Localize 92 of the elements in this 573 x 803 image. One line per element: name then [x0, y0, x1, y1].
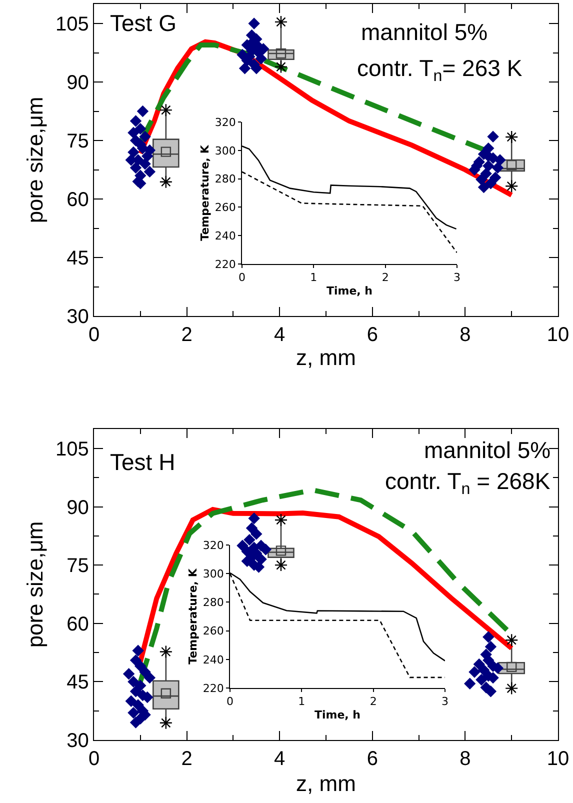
point — [494, 154, 506, 166]
point — [134, 660, 146, 672]
x-axis-title: z, mm — [296, 771, 356, 796]
x-tick-label: 2 — [370, 695, 377, 708]
y-tick-label: 320 — [202, 538, 224, 552]
point — [139, 158, 151, 170]
annotation: Test H — [110, 449, 176, 475]
annotation: mannitol 5% — [361, 19, 488, 45]
x-tick-label: 1 — [310, 271, 318, 284]
point — [255, 553, 267, 566]
y-tick-label: 90 — [66, 72, 89, 94]
annotation: contr. T$_{n}$= 263 K — [357, 55, 523, 85]
x-tick-label: 1 — [298, 695, 306, 708]
point — [484, 178, 497, 190]
y-tick-label: 30 — [66, 306, 89, 328]
point — [464, 678, 476, 690]
point — [130, 162, 142, 174]
point — [476, 674, 488, 686]
x-tick-label: 6 — [366, 324, 378, 346]
y-tick-label: 300 — [214, 144, 236, 158]
point — [260, 544, 272, 556]
point — [248, 512, 260, 524]
x-tick-label: 6 — [366, 748, 378, 770]
point — [144, 672, 156, 684]
x-tick-label: 10 — [546, 324, 570, 346]
y-tick-label: 300 — [202, 567, 224, 580]
point — [128, 676, 140, 688]
y-axis-title: pore size,μm — [22, 521, 48, 648]
point — [128, 706, 140, 719]
y-tick-label: 90 — [66, 496, 89, 519]
y-tick-label: 260 — [214, 201, 236, 214]
y-tick-label: 260 — [202, 624, 224, 638]
x-tick-label: 2 — [382, 271, 389, 284]
point — [130, 115, 142, 127]
y-axis-title: pore size,μm — [22, 96, 48, 224]
x-tick-label: 0 — [238, 271, 246, 284]
x-tick-label: 4 — [274, 748, 286, 770]
y-tick-label: 280 — [202, 596, 224, 610]
x-tick-label: 8 — [460, 748, 471, 770]
point — [128, 126, 140, 139]
x-tick-label: 3 — [454, 271, 460, 284]
point — [244, 534, 256, 546]
y-tick-label: 220 — [202, 682, 224, 695]
point — [125, 695, 137, 707]
point — [122, 668, 135, 680]
y-tick-label: 105 — [55, 438, 89, 460]
y-tick-label: 60 — [66, 189, 89, 211]
x-tick-label: 10 — [546, 748, 570, 770]
x-tick-label: 0 — [88, 748, 100, 770]
y-tick-label: 75 — [66, 555, 89, 578]
x-tick-label: 2 — [181, 324, 192, 346]
point — [478, 181, 490, 194]
point — [250, 528, 262, 540]
x-tick-label: 4 — [274, 324, 286, 346]
x-tick-label: 8 — [460, 324, 471, 346]
point — [139, 130, 151, 142]
x-tick-label: 3 — [442, 695, 448, 708]
point — [482, 631, 494, 643]
annotation: Test G — [110, 10, 176, 36]
y-tick-label: 240 — [214, 229, 236, 242]
y-tick-label: 60 — [66, 613, 89, 636]
y-axis-title: Temperature, K — [186, 568, 200, 664]
point — [130, 686, 142, 698]
y-tick-label: 45 — [66, 248, 89, 270]
y-axis-title: Temperature, K — [198, 144, 212, 241]
point — [484, 640, 497, 653]
y-tick-label: 320 — [214, 116, 236, 129]
y-tick-label: 45 — [66, 672, 89, 694]
x-tick-label: 0 — [226, 695, 234, 708]
x-axis-title: Time, h — [326, 284, 373, 298]
point — [128, 146, 140, 158]
point — [144, 166, 156, 178]
x-axis-title: z, mm — [296, 345, 356, 370]
y-tick-label: 280 — [214, 172, 236, 186]
y-tick-label: 75 — [66, 130, 89, 152]
x-tick-label: 2 — [181, 748, 192, 770]
point — [132, 644, 144, 656]
point — [136, 105, 149, 118]
x-axis-title: Time, h — [314, 708, 361, 722]
point — [487, 130, 499, 142]
point — [468, 666, 480, 678]
point — [492, 162, 504, 174]
point — [476, 174, 488, 186]
y-tick-label: 105 — [55, 14, 89, 36]
annotation: mannitol 5% — [424, 437, 551, 463]
x-tick-label: 0 — [88, 324, 100, 346]
y-tick-label: 220 — [214, 258, 236, 271]
annotation: contr. T$_{n}$ = 268K — [385, 468, 551, 498]
y-tick-label: 30 — [66, 730, 89, 752]
point — [248, 18, 260, 30]
y-tick-label: 240 — [202, 653, 224, 666]
point — [134, 122, 146, 135]
